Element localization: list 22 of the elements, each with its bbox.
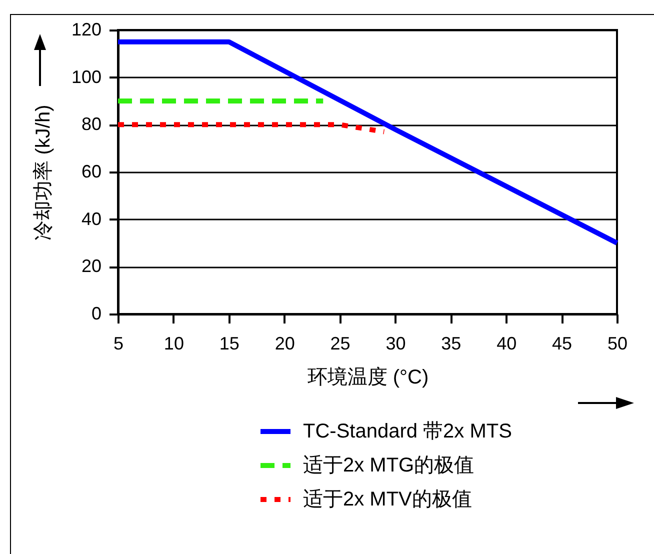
y-tick-label: 20 bbox=[81, 256, 102, 276]
x-tick-label: 5 bbox=[113, 334, 124, 354]
x-tick-label: 30 bbox=[386, 334, 406, 354]
y-tick-label: 40 bbox=[81, 208, 102, 229]
legend-label: TC-Standard 带2x MTS bbox=[303, 420, 512, 442]
x-axis-title: 环境温度 (°C) bbox=[307, 366, 429, 388]
x-tick-label: 35 bbox=[441, 334, 462, 354]
y-tick-label: 120 bbox=[71, 20, 102, 40]
x-tick-label: 25 bbox=[330, 334, 350, 354]
x-tick-label: 10 bbox=[164, 334, 184, 354]
y-tick-label: 100 bbox=[71, 66, 102, 87]
x-tick-label: 45 bbox=[552, 334, 572, 354]
x-tick-label: 20 bbox=[274, 334, 295, 354]
y-tick-label: 80 bbox=[81, 114, 102, 134]
x-tick-label: 40 bbox=[496, 334, 517, 354]
x-tick-label: 50 bbox=[607, 334, 628, 354]
legend-label: 适于2x MTV的极值 bbox=[303, 488, 472, 510]
x-tick-label: 15 bbox=[219, 334, 240, 354]
y-tick-label: 0 bbox=[91, 304, 102, 324]
y-axis-title: 冷却功率 (kJ/h) bbox=[32, 104, 54, 240]
y-tick-label: 60 bbox=[81, 162, 102, 182]
legend-label: 适于2x MTG的极值 bbox=[303, 454, 474, 476]
